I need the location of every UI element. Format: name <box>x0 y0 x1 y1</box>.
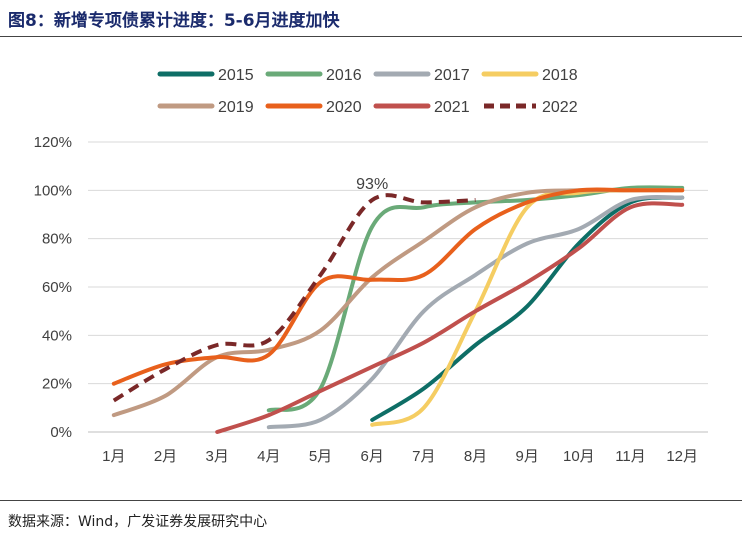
y-tick-label-0: 0% <box>50 424 72 441</box>
source-note: 数据来源：Wind，广发证券发展研究中心 <box>8 514 268 530</box>
x-axis-ticks: 1月 2月 3月 4月 5月 6月 7月 8月 9月 10月 11月 12月 <box>102 448 698 465</box>
x-tick-label-11: 11月 <box>615 448 646 465</box>
y-tick-label-40: 40% <box>42 327 72 344</box>
legend-label-2019: 2019 <box>218 99 254 116</box>
x-tick-label-9: 9月 <box>515 448 538 465</box>
legend-label-2022: 2022 <box>542 99 578 116</box>
figure-title: 图8：新增专项债累计进度：5-6月进度加快 <box>8 11 340 31</box>
y-tick-label-60: 60% <box>42 279 72 296</box>
x-tick-label-7: 7月 <box>412 448 435 465</box>
series-line-2022 <box>112 193 476 403</box>
bottom-divider <box>0 500 742 501</box>
y-axis-ticks: 0% 20% 40% 60% 80% 100% 120% <box>34 134 72 441</box>
x-tick-label-6: 6月 <box>360 448 383 465</box>
series-line-2016 <box>266 185 685 413</box>
top-divider <box>0 36 742 37</box>
annotations: 93% <box>356 176 388 193</box>
series-lines <box>111 185 685 434</box>
legend: 2015 2016 2017 2018 2019 2020 2021 2022 <box>157 67 578 116</box>
annotation-93pct: 93% <box>356 176 388 193</box>
x-tick-label-4: 4月 <box>257 448 280 465</box>
x-tick-label-12: 12月 <box>666 448 698 465</box>
x-tick-label-5: 5月 <box>309 448 332 465</box>
y-tick-label-80: 80% <box>42 231 72 248</box>
legend-label-2018: 2018 <box>542 67 578 84</box>
series-line-2020 <box>111 187 685 386</box>
series-line-2017 <box>266 195 685 430</box>
y-tick-label-100: 100% <box>34 182 72 199</box>
x-tick-label-1: 1月 <box>102 448 125 465</box>
x-tick-label-3: 3月 <box>205 448 228 465</box>
y-tick-label-120: 120% <box>34 134 72 151</box>
legend-label-2021: 2021 <box>434 99 470 116</box>
y-tick-label-20: 20% <box>42 376 72 393</box>
legend-label-2016: 2016 <box>326 67 362 84</box>
legend-label-2015: 2015 <box>218 67 254 84</box>
series-line-2015 <box>370 195 685 422</box>
x-tick-label-8: 8月 <box>464 448 487 465</box>
series-line-2021 <box>215 201 685 434</box>
x-tick-label-2: 2月 <box>154 448 177 465</box>
legend-label-2017: 2017 <box>434 67 470 84</box>
legend-label-2020: 2020 <box>326 99 362 116</box>
gridlines <box>88 141 708 433</box>
x-tick-label-10: 10月 <box>563 448 595 465</box>
